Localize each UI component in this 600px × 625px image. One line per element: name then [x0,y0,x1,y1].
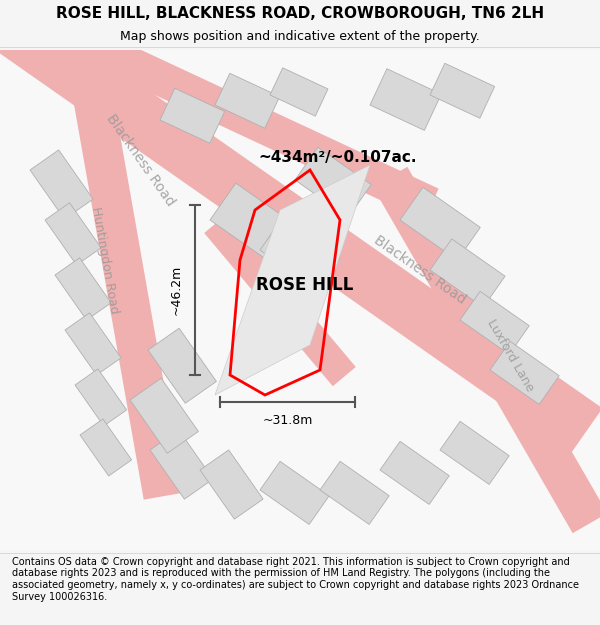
Bar [460,291,529,354]
Bar [370,69,441,131]
Polygon shape [204,214,356,386]
Text: ~46.2m: ~46.2m [170,265,183,315]
Text: Blackness Road: Blackness Road [103,111,177,209]
Text: ROSE HILL, BLACKNESS ROAD, CROWBOROUGH, TN6 2LH: ROSE HILL, BLACKNESS ROAD, CROWBOROUGH, … [56,6,544,21]
Bar [260,461,329,524]
Text: Contains OS data © Crown copyright and database right 2021. This information is : Contains OS data © Crown copyright and d… [12,557,579,601]
Bar [215,73,280,128]
Text: ~434m²/~0.107ac.: ~434m²/~0.107ac. [258,150,416,165]
Bar [210,183,297,263]
Bar [430,239,505,308]
Bar [65,312,121,375]
Bar [260,217,340,290]
Text: ~31.8m: ~31.8m [262,414,313,427]
Polygon shape [61,19,439,221]
Polygon shape [57,1,183,499]
Text: Huntingdon Road: Huntingdon Road [89,206,121,314]
Bar [150,430,213,499]
Bar [45,202,101,265]
Text: Blackness Road: Blackness Road [371,233,469,307]
Text: ROSE HILL: ROSE HILL [256,276,353,294]
Bar [295,148,371,218]
Bar [30,150,93,219]
Polygon shape [0,7,600,453]
Polygon shape [373,167,600,533]
Bar [130,378,199,453]
Bar [380,441,449,504]
Text: Map shows position and indicative extent of the property.: Map shows position and indicative extent… [120,30,480,43]
Bar [430,63,494,118]
Polygon shape [215,165,370,395]
Bar [320,461,389,524]
Bar [148,328,217,403]
Text: Luxford Lane: Luxford Lane [484,316,536,394]
Bar [400,188,480,260]
Bar [160,88,224,143]
Bar [490,341,559,404]
Bar [75,369,127,426]
Bar [200,450,263,519]
Bar [270,68,328,116]
Bar [55,258,111,320]
Bar [80,419,131,476]
Bar [440,421,509,484]
